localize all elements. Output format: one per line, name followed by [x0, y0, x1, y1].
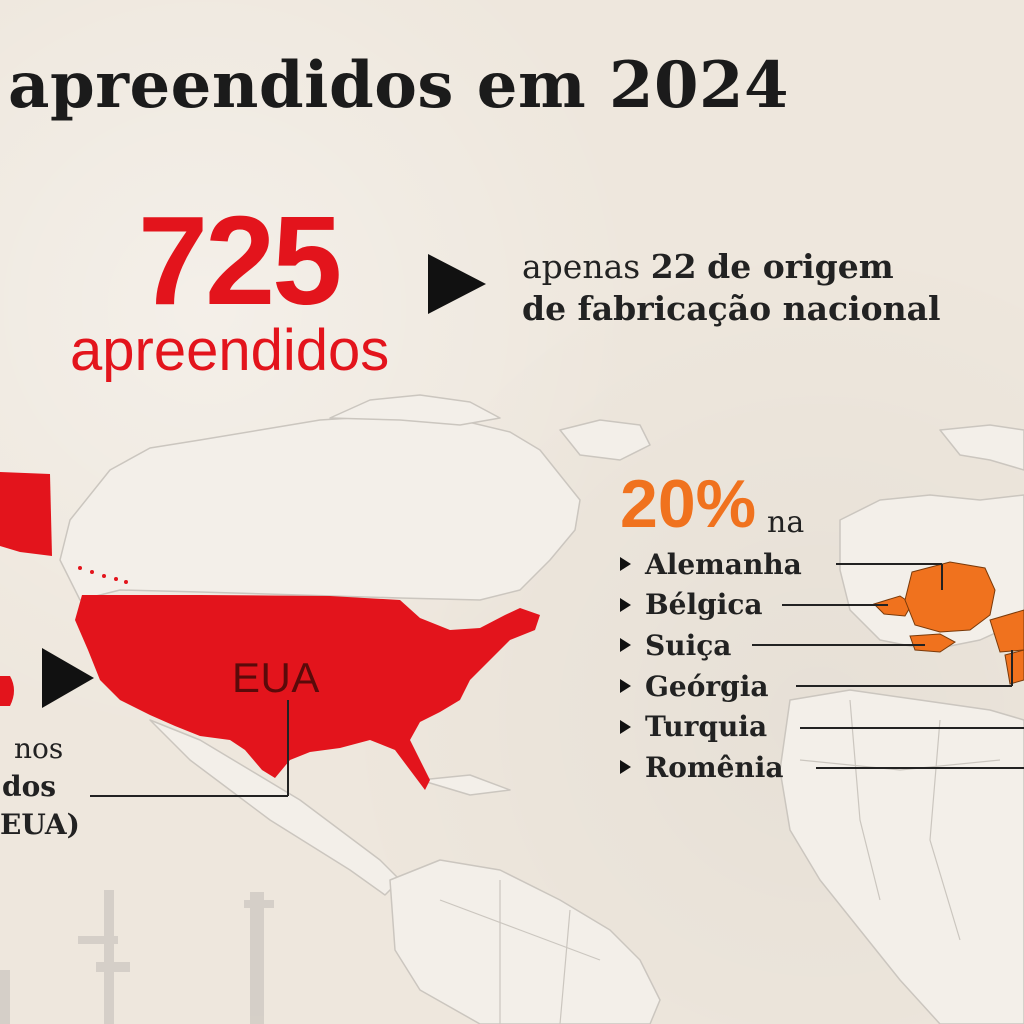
country-item: Alemanha: [620, 544, 802, 585]
rifle-silhouette-icon: [0, 890, 274, 1024]
national-prefix: apenas: [522, 247, 641, 286]
bullet-triangle-icon: [620, 557, 631, 572]
country-item: Geórgia: [620, 666, 802, 707]
country-item: Romênia: [620, 747, 802, 788]
alaska-shape: [0, 472, 52, 556]
europe-suffix: na: [767, 505, 805, 540]
summary-pointer-arrow-icon: [428, 254, 486, 314]
usa-shape: [75, 595, 540, 790]
seized-total-label: apreendidos: [70, 318, 390, 383]
usa-percent-partial: [0, 676, 14, 706]
national-count: 22: [650, 247, 697, 286]
country-item: Bélgica: [620, 585, 802, 626]
national-text-line1: de origem: [707, 247, 894, 286]
bullet-triangle-icon: [620, 760, 631, 775]
national-text-line2: de fabricação nacional: [522, 289, 941, 328]
connector-lines: [90, 563, 1024, 797]
bullet-triangle-icon: [620, 638, 631, 653]
usa-pointer-arrow-icon: [42, 648, 94, 708]
map-borders: [439, 699, 1001, 1024]
bullet-triangle-icon: [620, 597, 631, 612]
national-origin-summary: apenas 22 de origem de fabricação nacion…: [522, 246, 941, 330]
seized-total-number: 725: [138, 190, 342, 331]
usa-text-line: dos: [2, 770, 57, 803]
usa-text-line: nos: [14, 732, 64, 765]
page-title: apreendidos em 2024: [8, 48, 790, 123]
europe-percentage: 20%: [620, 466, 757, 542]
usa-description: nos dos EUA): [0, 730, 80, 844]
usa-map-label: EUA: [232, 654, 320, 701]
europe-country-list: Alemanha Bélgica Suiça Geórgia Turquia R…: [620, 544, 802, 788]
country-item: Turquia: [620, 706, 802, 747]
bullet-triangle-icon: [620, 719, 631, 734]
country-item: Suiça: [620, 625, 802, 666]
bullet-triangle-icon: [620, 679, 631, 694]
usa-text-line: EUA): [0, 808, 80, 841]
europe-highlighted-countries: [873, 561, 1024, 685]
